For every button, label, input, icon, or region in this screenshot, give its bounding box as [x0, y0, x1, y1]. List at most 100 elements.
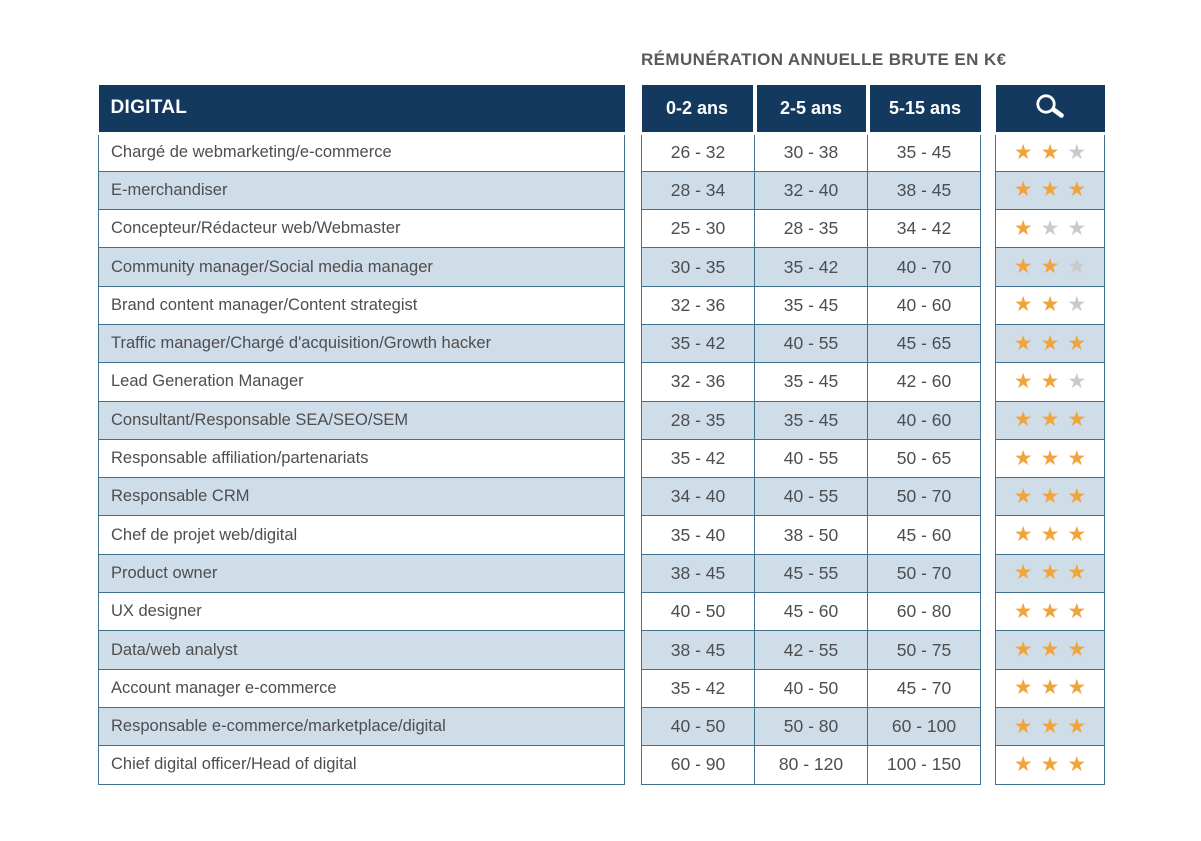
- tables-row: DIGITAL Chargé de webmarketing/e-commerc…: [98, 85, 1201, 785]
- star-icon: ★: [1040, 331, 1060, 355]
- salary-cell-2-5: 40 - 50: [754, 668, 868, 708]
- salary-cell-0-2: 35 - 40: [641, 515, 755, 555]
- star-icon: ★: [1013, 714, 1033, 738]
- salary-row: 38 - 45 42 - 55 50 - 75: [641, 630, 981, 670]
- salary-cell-5-15: 40 - 60: [867, 400, 981, 440]
- job-row: Responsable affiliation/partenariats: [98, 438, 625, 479]
- salary-cell-0-2: 40 - 50: [641, 706, 755, 747]
- salary-row: 28 - 35 35 - 45 40 - 60: [641, 400, 981, 440]
- job-cell: Chargé de webmarketing/e-commerce: [98, 132, 625, 172]
- job-cell: Consultant/Responsable SEA/SEO/SEM: [98, 400, 625, 440]
- star-icon: ★: [1013, 293, 1033, 317]
- salary-cell-0-2: 35 - 42: [641, 323, 755, 364]
- rating-cell: ★ ★ ★: [995, 745, 1105, 785]
- rating-cell: ★ ★ ★: [995, 132, 1105, 172]
- salary-cell-5-15: 50 - 65: [867, 438, 981, 479]
- salary-cell-0-2: 38 - 45: [641, 630, 755, 670]
- salary-cell-0-2: 38 - 45: [641, 553, 755, 594]
- job-cell: Chief digital officer/Head of digital: [98, 745, 625, 785]
- salary-cell-5-15: 45 - 60: [867, 515, 981, 555]
- rating-row: ★ ★ ★: [995, 285, 1105, 325]
- star-icon: ★: [1067, 293, 1087, 317]
- salary-cell-0-2: 34 - 40: [641, 477, 755, 517]
- rating-row: ★ ★ ★: [995, 515, 1105, 555]
- star-icon: ★: [1013, 178, 1033, 202]
- job-cell: Lead Generation Manager: [98, 362, 625, 402]
- salary-row: 34 - 40 40 - 55 50 - 70: [641, 477, 981, 517]
- star-icon: ★: [1040, 484, 1060, 508]
- salary-row: 32 - 36 35 - 45 42 - 60: [641, 362, 981, 402]
- salary-row: 32 - 36 35 - 45 40 - 60: [641, 285, 981, 325]
- rating-cell: ★ ★ ★: [995, 706, 1105, 747]
- job-row: Traffic manager/Chargé d'acquisition/Gro…: [98, 323, 625, 364]
- star-icon: ★: [1040, 752, 1060, 776]
- rating-row: ★ ★ ★: [995, 477, 1105, 517]
- star-icon: ★: [1013, 140, 1033, 164]
- salary-cell-5-15: 38 - 45: [867, 170, 981, 211]
- salary-cell-0-2: 26 - 32: [641, 132, 755, 172]
- salary-cell-2-5: 50 - 80: [754, 706, 868, 747]
- job-cell: Chef de projet web/digital: [98, 515, 625, 555]
- star-icon: ★: [1040, 638, 1060, 661]
- rating-row: ★ ★ ★: [995, 209, 1105, 249]
- jobs-header-row: DIGITAL: [98, 85, 625, 135]
- jobs-table: DIGITAL Chargé de webmarketing/e-commerc…: [98, 85, 625, 785]
- salary-cell-5-15: 45 - 70: [867, 668, 981, 708]
- magnifier-icon: [1024, 94, 1076, 119]
- job-row: Lead Generation Manager: [98, 362, 625, 402]
- salary-row: 35 - 42 40 - 55 45 - 65: [641, 323, 981, 364]
- salary-cell-5-15: 40 - 70: [867, 247, 981, 287]
- salary-row: 35 - 42 40 - 55 50 - 65: [641, 438, 981, 479]
- salaries-table: 0-2 ans 2-5 ans 5-15 ans 26 - 32 30 - 38 35 …: [641, 85, 981, 785]
- salary-cell-5-15: 50 - 70: [867, 553, 981, 594]
- rating-row: ★ ★ ★: [995, 668, 1105, 708]
- rating-cell: ★ ★ ★: [995, 323, 1105, 364]
- rating-row: ★ ★ ★: [995, 553, 1105, 594]
- category-header: DIGITAL: [98, 85, 625, 135]
- job-cell: Responsable e-commerce/marketplace/digit…: [98, 706, 625, 747]
- star-icon: ★: [1067, 638, 1087, 661]
- salary-cell-5-15: 40 - 60: [867, 285, 981, 325]
- rating-cell: ★ ★ ★: [995, 285, 1105, 325]
- salary-cell-5-15: 60 - 80: [867, 592, 981, 632]
- star-icon: ★: [1067, 255, 1087, 279]
- star-icon: ★: [1013, 752, 1033, 776]
- rating-row: ★ ★ ★: [995, 592, 1105, 632]
- star-icon: ★: [1067, 484, 1087, 508]
- job-row: Chief digital officer/Head of digital: [98, 745, 625, 785]
- experience-column-header-2: 5-15 ans: [865, 85, 981, 135]
- star-icon: ★: [1013, 523, 1033, 547]
- salary-cell-2-5: 40 - 55: [754, 438, 868, 479]
- salary-cell-2-5: 45 - 60: [754, 592, 868, 632]
- ratings-table: ★ ★ ★ ★ ★ ★ ★ ★ ★ ★ ★ ★ ★ ★ ★ ★ ★ ★ ★ ★ ★ ★ ★ ★ ★ ★ ★ ★ ★ ★ ★ ★ ★ ★ ★ ★ ★ ★ ★ ★…: [995, 85, 1105, 785]
- job-row: Account manager e-commerce: [98, 668, 625, 708]
- rating-cell: ★ ★ ★: [995, 247, 1105, 287]
- star-icon: ★: [1040, 676, 1060, 700]
- salary-cell-5-15: 60 - 100: [867, 706, 981, 747]
- salary-cell-5-15: 50 - 70: [867, 477, 981, 517]
- salary-cell-0-2: 32 - 36: [641, 362, 755, 402]
- rating-cell: ★ ★ ★: [995, 438, 1105, 479]
- job-row: Concepteur/Rédacteur web/Webmaster: [98, 209, 625, 249]
- experience-column-header-1: 2-5 ans: [752, 85, 868, 135]
- star-icon: ★: [1040, 255, 1060, 279]
- star-icon: ★: [1040, 140, 1060, 164]
- job-cell: Responsable affiliation/partenariats: [98, 438, 625, 479]
- star-icon: ★: [1067, 714, 1087, 738]
- salary-cell-2-5: 38 - 50: [754, 515, 868, 555]
- salary-cell-0-2: 25 - 30: [641, 209, 755, 249]
- rating-row: ★ ★ ★: [995, 706, 1105, 747]
- star-icon: ★: [1040, 561, 1060, 585]
- star-icon: ★: [1067, 752, 1087, 776]
- star-icon: ★: [1040, 599, 1060, 623]
- job-row: UX designer: [98, 592, 625, 632]
- rating-cell: ★ ★ ★: [995, 592, 1105, 632]
- rating-cell: ★ ★ ★: [995, 170, 1105, 211]
- star-icon: ★: [1040, 178, 1060, 202]
- star-icon: ★: [1013, 216, 1033, 240]
- salary-cell-2-5: 80 - 120: [754, 745, 868, 785]
- salary-cell-2-5: 32 - 40: [754, 170, 868, 211]
- job-row: Chargé de webmarketing/e-commerce: [98, 132, 625, 172]
- rating-cell: ★ ★ ★: [995, 477, 1105, 517]
- rating-row: ★ ★ ★: [995, 132, 1105, 172]
